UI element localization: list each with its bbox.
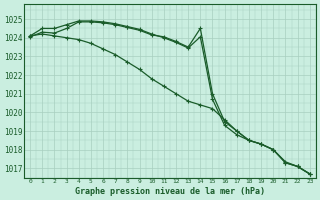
X-axis label: Graphe pression niveau de la mer (hPa): Graphe pression niveau de la mer (hPa)	[75, 187, 265, 196]
